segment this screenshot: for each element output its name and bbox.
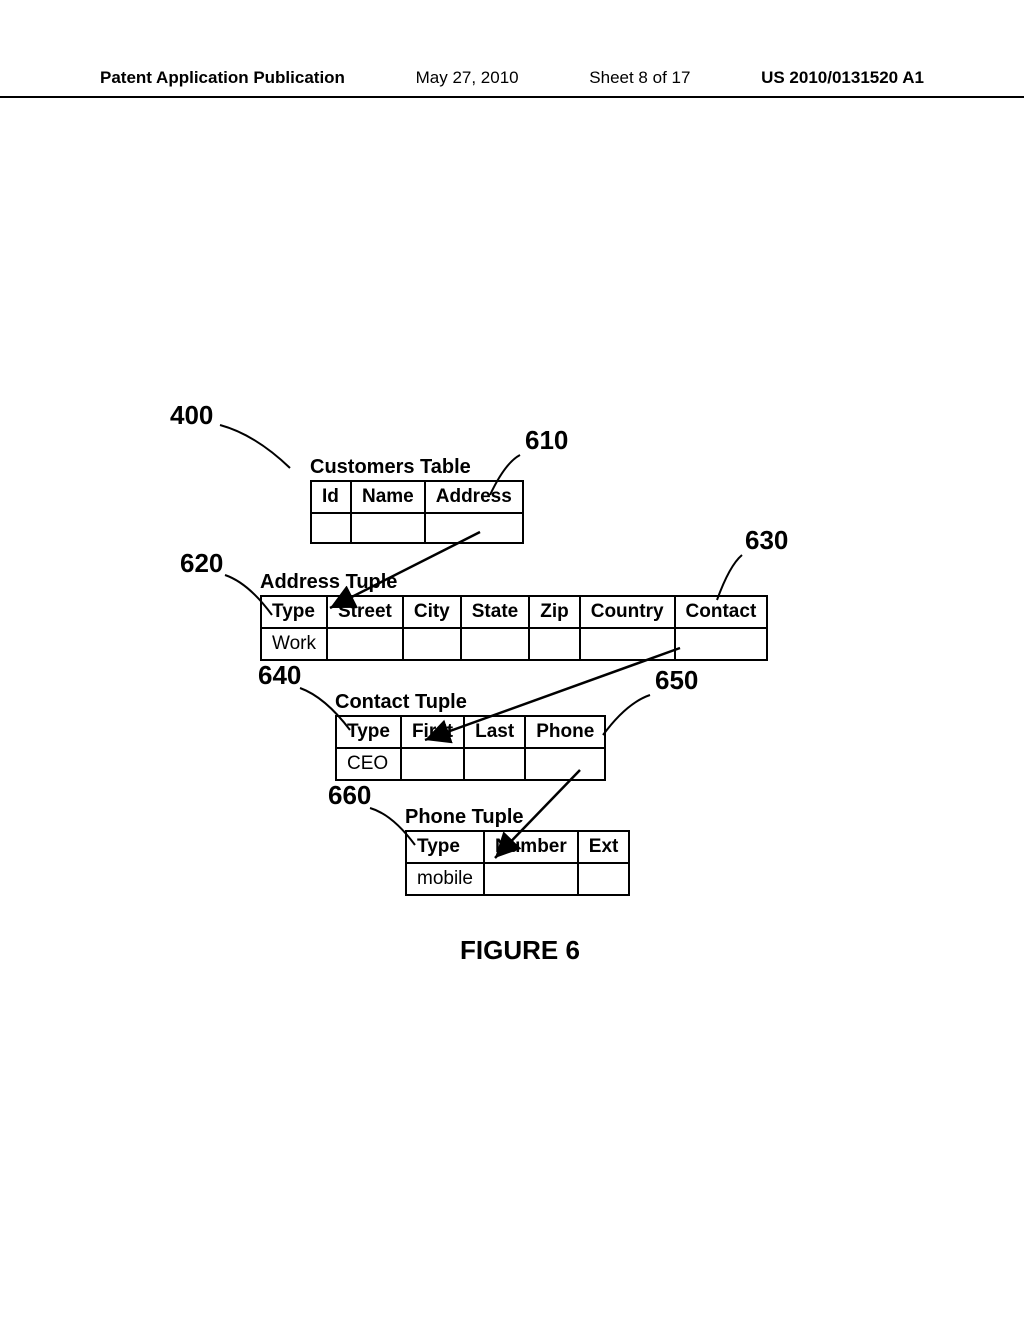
phone-cell <box>578 863 630 895</box>
address-cell <box>327 628 403 660</box>
ref-610: 610 <box>525 425 568 456</box>
customers-col-name: Name <box>351 481 425 513</box>
address-cell <box>529 628 580 660</box>
figure-caption: FIGURE 6 <box>460 935 580 966</box>
phone-cell <box>484 863 578 895</box>
phone-col-type: Type <box>406 831 484 863</box>
address-col-type: Type <box>261 596 327 628</box>
contact-cell <box>464 748 525 780</box>
contact-col-first: First <box>401 716 464 748</box>
address-col-contact: Contact <box>675 596 768 628</box>
ref-660: 660 <box>328 780 371 811</box>
ref-650: 650 <box>655 665 698 696</box>
contact-cell <box>401 748 464 780</box>
phone-col-ext: Ext <box>578 831 630 863</box>
phone-col-number: Number <box>484 831 578 863</box>
ref-640: 640 <box>258 660 301 691</box>
address-cell <box>461 628 529 660</box>
ref-400: 400 <box>170 400 213 431</box>
address-cell <box>580 628 675 660</box>
contact-title: Contact Tuple <box>335 691 467 714</box>
contact-table: Type First Last Phone CEO <box>335 715 606 781</box>
contact-col-phone: Phone <box>525 716 605 748</box>
contact-cell <box>525 748 605 780</box>
customers-cell <box>425 513 523 543</box>
customers-col-address: Address <box>425 481 523 513</box>
phone-title: Phone Tuple <box>405 806 524 829</box>
customers-col-id: Id <box>311 481 351 513</box>
customers-table: Id Name Address <box>310 480 524 544</box>
contact-cell-type: CEO <box>336 748 401 780</box>
ref-630: 630 <box>745 525 788 556</box>
address-cell <box>403 628 461 660</box>
figure-diagram: Customers Table Id Name Address Address … <box>0 0 1024 1320</box>
customers-title: Customers Table <box>310 456 471 479</box>
ref-620: 620 <box>180 548 223 579</box>
phone-cell-type: mobile <box>406 863 484 895</box>
address-table: Type Street City State Zip Country Conta… <box>260 595 768 661</box>
address-cell-type: Work <box>261 628 327 660</box>
address-col-zip: Zip <box>529 596 580 628</box>
address-col-city: City <box>403 596 461 628</box>
address-title: Address Tuple <box>260 571 397 594</box>
contact-col-last: Last <box>464 716 525 748</box>
phone-table: Type Number Ext mobile <box>405 830 630 896</box>
customers-cell <box>351 513 425 543</box>
address-col-state: State <box>461 596 529 628</box>
customers-cell <box>311 513 351 543</box>
address-cell <box>675 628 768 660</box>
address-col-street: Street <box>327 596 403 628</box>
contact-col-type: Type <box>336 716 401 748</box>
address-col-country: Country <box>580 596 675 628</box>
